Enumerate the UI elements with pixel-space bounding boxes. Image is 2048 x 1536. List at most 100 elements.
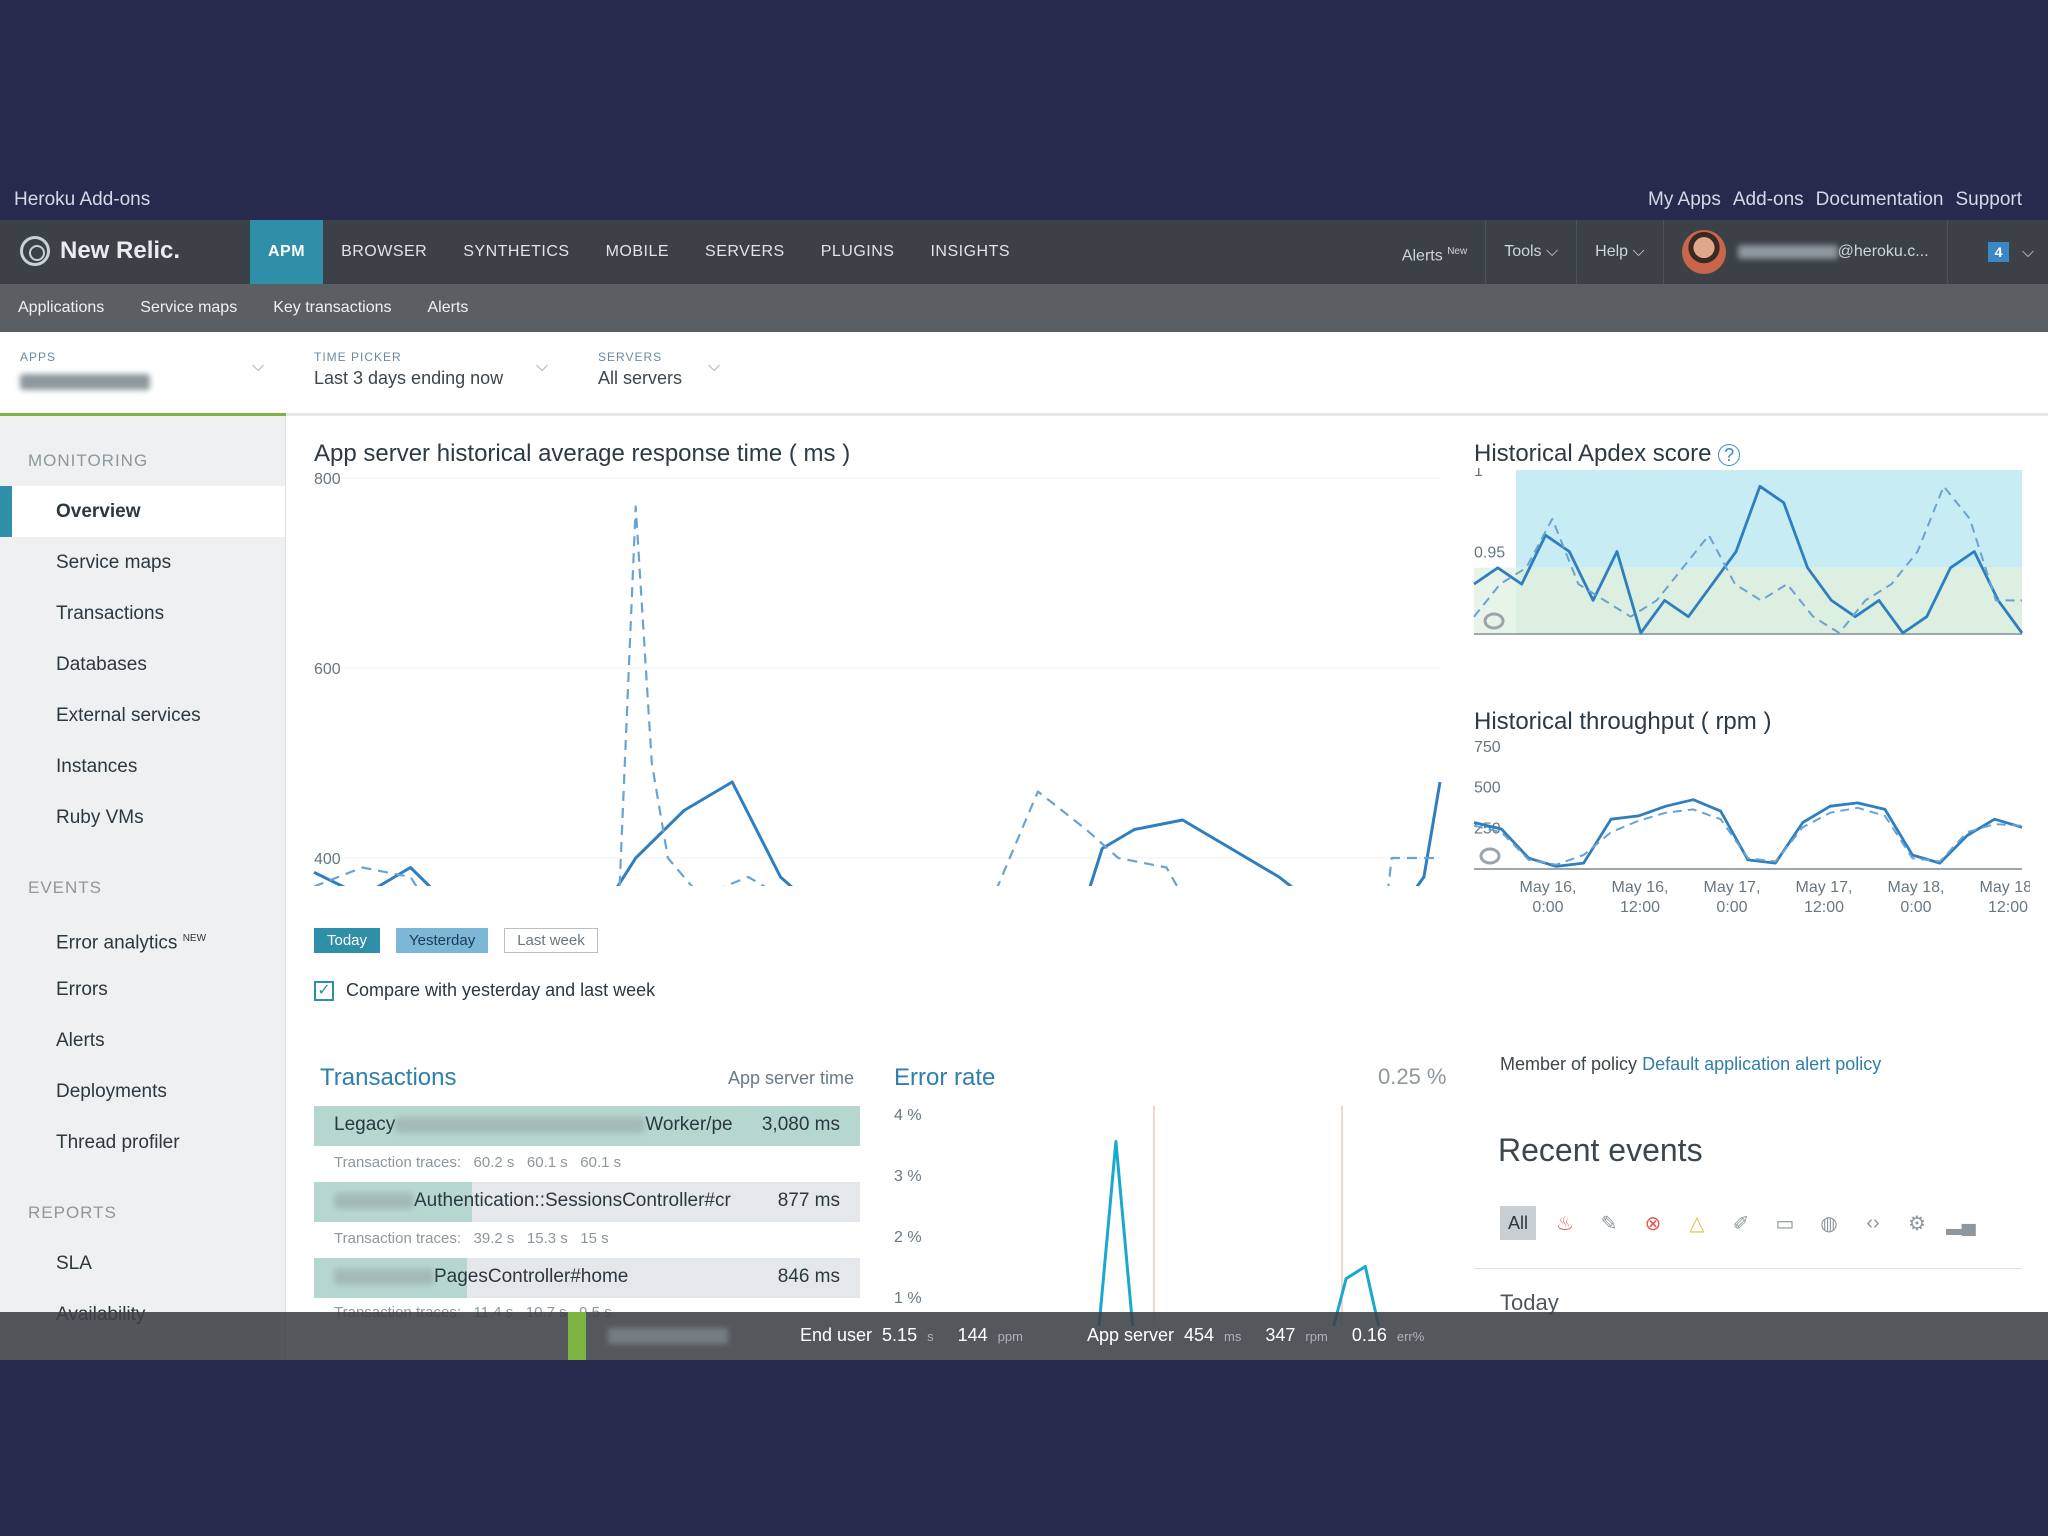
y-tick-label: 1 % — [894, 1290, 922, 1307]
heroku-link-documentation[interactable]: Documentation — [1815, 189, 1944, 210]
subnav-key-transactions[interactable]: Key transactions — [273, 299, 392, 316]
user-name-redacted — [1737, 245, 1838, 259]
heroku-link-support[interactable]: Support — [1955, 189, 2022, 210]
time-picker-label: TIME PICKER — [314, 350, 402, 364]
sidebar-item-ruby-vms[interactable]: Ruby VMs — [56, 807, 144, 828]
trace-link[interactable]: 60.1 s — [526, 1154, 568, 1171]
picker-bar: APPS ⌵ TIME PICKER Last 3 days ending no… — [0, 332, 2048, 416]
eye-icon — [1483, 612, 1505, 630]
transaction-time: 846 ms — [777, 1266, 840, 1287]
sidebar-item-deployments[interactable]: Deployments — [56, 1081, 167, 1102]
transaction-row[interactable]: Authentication::SessionsController#cr 87… — [314, 1182, 860, 1222]
user-menu[interactable]: @heroku.c... — [1662, 220, 1947, 284]
sidebar-item-transactions[interactable]: Transactions — [56, 603, 165, 624]
transaction-name: Authentication::SessionsController#cr — [334, 1190, 731, 1212]
alerts-menu[interactable]: Alerts New — [1384, 220, 1485, 284]
transactions-title[interactable]: Transactions — [320, 1064, 457, 1091]
transaction-time: 877 ms — [777, 1190, 840, 1211]
transaction-bar — [314, 1258, 467, 1298]
newrelic-logo[interactable]: New Relic. — [20, 236, 180, 266]
error-rate-chart: 4 % 3 % 2 % 1 % — [894, 1106, 1381, 1326]
globe-icon[interactable]: ◍ — [1820, 1212, 1838, 1235]
servers-picker[interactable]: SERVERS All servers — [598, 350, 682, 389]
filter-all[interactable]: All — [1500, 1206, 1536, 1240]
logo-text: New Relic. — [60, 237, 181, 264]
sidebar-item-external-services[interactable]: External services — [56, 705, 201, 726]
x-tick-label: 0:00 — [1900, 899, 1931, 916]
tools-menu[interactable]: Tools ⌵ — [1485, 220, 1576, 284]
subnav-alerts[interactable]: Alerts — [427, 299, 469, 316]
end-user-label: End user — [800, 1325, 873, 1345]
trace-link[interactable]: 39.2 s — [473, 1230, 515, 1247]
subnav-service-maps[interactable]: Service maps — [140, 299, 238, 316]
x-tick-label: 12:00 — [1620, 899, 1660, 916]
tab-synthetics[interactable]: SYNTHETICS — [463, 243, 570, 260]
error-circle-icon[interactable]: ⊗ — [1644, 1212, 1662, 1235]
compare-checkbox-row[interactable]: ✓ Compare with yesterday and last week — [314, 980, 655, 1001]
sidebar-item-errors[interactable]: Errors — [56, 979, 108, 1000]
apdex-good-band — [1516, 567, 2022, 633]
error-rate-title[interactable]: Error rate — [894, 1064, 996, 1091]
warning-icon[interactable]: △ — [1689, 1212, 1705, 1235]
transaction-time: 3,080 ms — [761, 1114, 840, 1135]
transaction-traces: Transaction traces: 39.2 s 15.3 s 15 s — [334, 1230, 609, 1247]
y-tick-label: 0.95 — [1474, 545, 1505, 562]
help-menu[interactable]: Help ⌵ — [1576, 220, 1663, 284]
sidebar-item-thread-profiler[interactable]: Thread profiler — [56, 1132, 180, 1153]
tab-browser[interactable]: BROWSER — [341, 243, 428, 260]
time-picker-value: Last 3 days ending now — [314, 368, 504, 388]
sidebar-item-overview[interactable]: Overview — [0, 486, 285, 537]
policy-link[interactable]: Default application alert policy — [1642, 1054, 1882, 1074]
transaction-row[interactable]: PagesController#home 846 ms — [314, 1258, 860, 1298]
yesterday-button[interactable]: Yesterday — [396, 928, 489, 953]
app-server-error-rate: 0.16 — [1351, 1325, 1387, 1345]
user-email: @heroku.c... — [1837, 243, 1929, 260]
x-tick-label: May 16, — [1520, 879, 1577, 896]
heroku-link-my-apps[interactable]: My Apps — [1648, 189, 1721, 210]
servers-picker-label: SERVERS — [598, 350, 663, 364]
apps-picker[interactable]: APPS ⌵ — [0, 332, 286, 416]
compare-checkbox[interactable]: ✓ — [314, 980, 334, 1001]
app-server-label: App server — [1086, 1325, 1174, 1345]
sidebar-item-alerts[interactable]: Alerts — [56, 1030, 105, 1051]
screen-icon[interactable]: ▭ — [1775, 1212, 1795, 1235]
sidebar-item-instances[interactable]: Instances — [56, 756, 138, 777]
y-tick-label: 400 — [314, 851, 341, 868]
heroku-link-add-ons[interactable]: Add-ons — [1732, 189, 1804, 210]
code-icon[interactable]: ‹› — [1866, 1211, 1880, 1234]
gear-icon[interactable]: ⚙ — [1908, 1212, 1926, 1235]
fire-icon[interactable]: ♨ — [1556, 1212, 1574, 1235]
trace-link[interactable]: 60.1 s — [580, 1154, 622, 1171]
sidebar-section-reports: REPORTS — [28, 1203, 117, 1222]
trace-link[interactable]: 60.2 s — [473, 1154, 515, 1171]
subnav-applications[interactable]: Applications — [18, 299, 105, 316]
bar-chart-icon[interactable]: ▂▄ — [1946, 1212, 1976, 1235]
response-time-chart-title: App server historical average response t… — [314, 440, 851, 467]
tab-servers[interactable]: SERVERS — [705, 243, 785, 260]
sidebar-item-databases[interactable]: Databases — [56, 654, 147, 675]
tab-insights[interactable]: INSIGHTS — [930, 243, 1011, 260]
tab-plugins[interactable]: PLUGINS — [820, 243, 895, 260]
time-picker[interactable]: TIME PICKER Last 3 days ending now — [314, 350, 503, 389]
help-icon[interactable]: ? — [1718, 444, 1741, 466]
last-week-button[interactable]: Last week — [504, 928, 598, 953]
trace-link[interactable]: 15 s — [580, 1230, 609, 1247]
end-user-time: 5.15 — [882, 1325, 918, 1345]
y-tick-label: 500 — [1474, 780, 1501, 797]
tab-mobile[interactable]: MOBILE — [605, 243, 670, 260]
tab-apm[interactable]: APM — [250, 220, 324, 284]
pencil-icon[interactable]: ✎ — [1600, 1212, 1618, 1235]
sidebar-item-sla[interactable]: SLA — [56, 1253, 92, 1274]
transaction-row[interactable]: Legacy Worker/pe 3,080 ms — [314, 1106, 860, 1146]
sidebar-item-label: Error analytics — [56, 932, 178, 954]
apps-picker-label: APPS — [20, 350, 57, 364]
sidebar-item-error-analytics[interactable]: Error analytics NEW — [0, 913, 285, 964]
sidebar-item-service-maps[interactable]: Service maps — [56, 552, 172, 573]
edit-icon[interactable]: ✐ — [1732, 1212, 1750, 1235]
trace-link[interactable]: 15.3 s — [526, 1230, 568, 1247]
notifications-menu[interactable]: 4 ⌵ — [1946, 220, 2048, 284]
status-bar: End user 5.15 s 144 ppm App server 454 m… — [0, 1312, 2048, 1360]
today-button[interactable]: Today — [314, 928, 381, 953]
status-indicator — [568, 1312, 586, 1360]
transaction-bar — [314, 1106, 860, 1146]
